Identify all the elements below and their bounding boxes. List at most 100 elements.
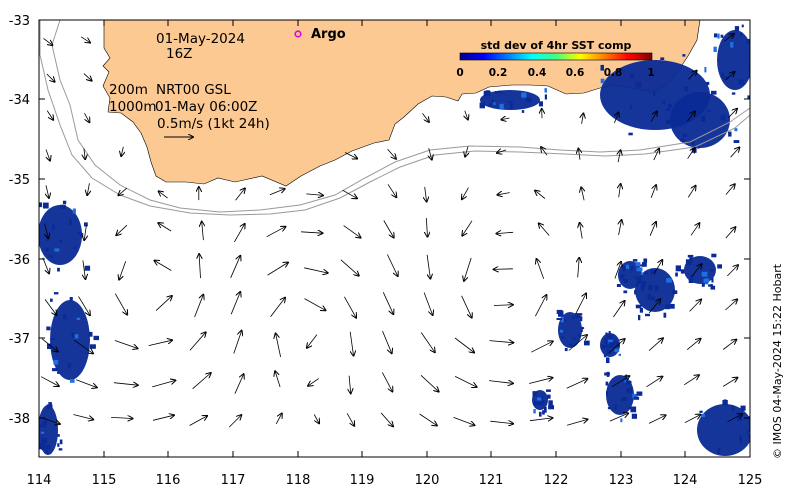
current-arrow [683,375,699,386]
sst-pixel [574,313,581,319]
current-arrow [646,377,663,388]
sst-pixel [697,144,700,149]
current-arrow [722,340,736,350]
sst-pixel [541,399,545,404]
sst-pixel [84,222,88,227]
current-arrow [541,147,548,156]
sst-pixel [41,437,47,444]
sst-pixel [754,46,760,51]
sst-pixel [544,94,547,100]
sst-pixel [499,103,504,109]
current-arrow [496,232,514,233]
scale-label: 0.5m/s (1kt 24h) [157,116,270,132]
current-arrow [235,188,245,201]
sst-pixel [701,271,708,277]
sst-pixel [54,248,60,252]
current-arrow [725,184,735,195]
sst-pixel [739,32,743,37]
current-arrow [267,263,288,276]
sst-pixel [605,332,608,336]
sst-pixel [625,264,629,269]
current-arrow [531,341,552,353]
sst-pixel [653,91,656,96]
current-arrow [422,113,429,122]
sst-pixel [693,107,699,112]
sst-pixel [738,79,745,86]
current-arrow [489,341,513,343]
sst-pixel [620,418,623,423]
sst-pixel [628,406,632,410]
sst-pixel [44,419,48,425]
current-arrow [493,305,513,306]
current-arrow [111,417,132,418]
sst-pixel [39,202,42,208]
sst-pixel [636,391,643,396]
sst-pixel [636,267,643,272]
current-arrow [159,191,168,199]
sst-pixel [635,276,638,280]
plot-frame [38,19,751,458]
sst-pixel [685,259,692,265]
colorbar-gradient [459,52,653,61]
sst-pixel [739,438,743,444]
sst-pixel [734,26,740,31]
current-arrow [464,257,472,281]
sst-pixel [88,331,93,337]
current-arrow [344,152,357,159]
colorbar-tick-label: 0.6 [566,67,585,79]
current-arrow [202,222,204,241]
sst-pixel [623,279,629,283]
sst-pixel [603,353,607,358]
current-arrow [688,71,697,80]
sst-pixel [606,335,613,340]
sst-pixel [532,391,538,397]
sst-pixel [53,292,59,295]
sst-pixel [577,334,581,337]
current-arrow [84,225,86,240]
sst-pixel [632,393,638,399]
sst-pixel [479,102,485,109]
sst-pixel [630,406,637,413]
current-arrow [189,332,206,351]
current-arrow [300,232,323,233]
colorbar-tick-label: 1 [647,67,654,79]
sst-pixel [560,316,564,323]
current-arrow [425,186,427,202]
sst-pixel [488,102,492,107]
sst-patch [606,375,634,415]
current-arrow [582,114,584,124]
current-arrow [689,300,702,312]
sst-pixel [704,67,707,73]
current-arrow [618,150,620,163]
current-arrow [116,224,128,235]
sst-pixel [59,239,62,243]
sst-pixel [73,246,77,249]
y-axis-labels: -33 -34 -35 -36 -37 -38 [9,14,30,427]
sst-pixel [623,290,628,294]
current-arrow [619,220,622,236]
current-arrow [304,267,328,273]
current-arrow [724,34,734,42]
sst-pixel [690,275,694,281]
current-arrow [234,224,244,243]
sst-pixel [52,368,58,372]
sst-pixel [648,284,653,291]
current-arrow [611,376,629,388]
sst-pixel [74,334,79,339]
sst-patch [717,30,750,90]
sst-pixel [50,298,53,302]
current-arrow [340,259,359,276]
current-arrow [722,378,737,387]
sst-pixel [584,340,590,346]
sst-pixel [701,283,705,287]
sst-pixel [67,362,72,369]
x-tick-label: 121 [479,473,504,488]
imos-credit: © IMOS 04-May-2024 15:22 Hobart [771,263,784,459]
sst-pixel [525,97,532,103]
sst-pixel [747,95,750,100]
current-arrow [462,187,469,200]
current-arrow [276,334,281,357]
sst-pixel [714,33,718,38]
current-arrow [80,36,90,43]
sst-pixel [62,200,67,205]
